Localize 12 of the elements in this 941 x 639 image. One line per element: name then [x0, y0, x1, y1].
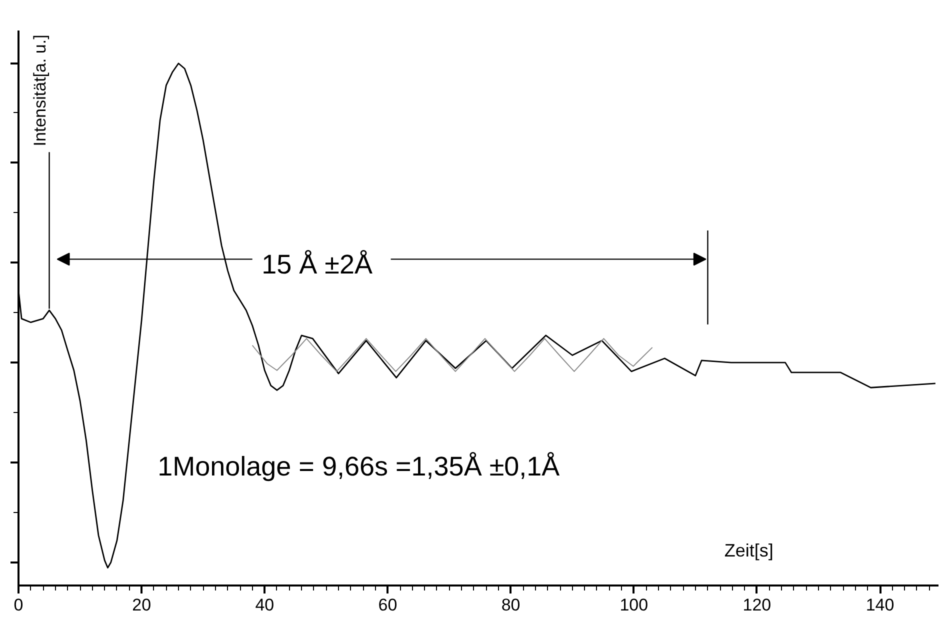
x-tick-label: 100: [620, 596, 648, 614]
x-tick-label: 140: [866, 596, 894, 614]
x-tick-label: 120: [742, 596, 772, 614]
x-tick-label: 40: [255, 596, 274, 614]
x-tick-label: 20: [132, 596, 152, 614]
y-axis-title: Intensität[a. u.]: [30, 34, 50, 146]
x-tick-label: 0: [14, 596, 24, 614]
x-tick-label: 80: [501, 596, 520, 614]
annotation: 1Monolage = 9,66s =1,35Å ±0,1Å: [158, 451, 560, 482]
annotation: 15 Å ±2Å: [262, 249, 372, 280]
x-tick-label: 60: [378, 596, 398, 614]
x-axis-title: Zeit[s]: [724, 540, 774, 561]
